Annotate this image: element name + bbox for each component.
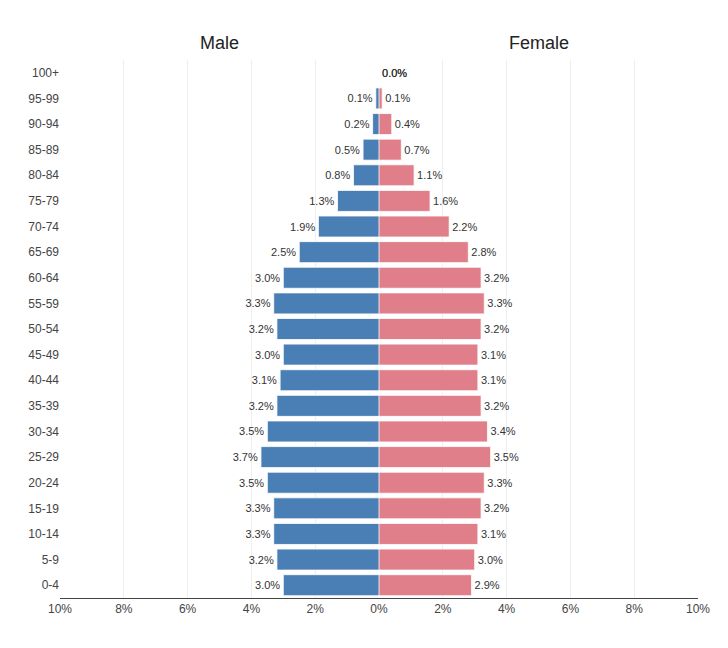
svg-text:0.0%: 0.0%	[382, 67, 407, 79]
svg-text:8%: 8%	[115, 602, 133, 616]
svg-text:1.1%: 1.1%	[417, 169, 442, 181]
svg-text:0.5%: 0.5%	[335, 144, 360, 156]
svg-text:3.4%: 3.4%	[490, 425, 515, 437]
svg-text:3.2%: 3.2%	[484, 323, 509, 335]
svg-text:3.0%: 3.0%	[478, 554, 503, 566]
svg-text:3.1%: 3.1%	[481, 374, 506, 386]
svg-text:6%: 6%	[562, 602, 580, 616]
svg-text:0.2%: 0.2%	[344, 118, 369, 130]
svg-text:2.8%: 2.8%	[471, 246, 496, 258]
svg-text:3.2%: 3.2%	[484, 502, 509, 514]
svg-text:10%: 10%	[48, 602, 72, 616]
svg-text:3.2%: 3.2%	[484, 400, 509, 412]
svg-text:0.4%: 0.4%	[395, 118, 420, 130]
svg-text:3.1%: 3.1%	[481, 349, 506, 361]
svg-text:2%: 2%	[307, 602, 325, 616]
svg-text:0.8%: 0.8%	[325, 169, 350, 181]
svg-text:1.6%: 1.6%	[433, 195, 458, 207]
svg-text:5-9: 5-9	[42, 553, 60, 567]
svg-text:60-64: 60-64	[28, 271, 59, 285]
svg-text:45-49: 45-49	[28, 348, 59, 362]
svg-text:25-29: 25-29	[28, 450, 59, 464]
svg-text:70-74: 70-74	[28, 220, 59, 234]
svg-text:80-84: 80-84	[28, 168, 59, 182]
svg-text:15-19: 15-19	[28, 502, 59, 516]
svg-text:8%: 8%	[626, 602, 644, 616]
svg-text:3.3%: 3.3%	[487, 477, 512, 489]
svg-text:55-59: 55-59	[28, 297, 59, 311]
svg-text:3.0%: 3.0%	[255, 579, 280, 591]
svg-text:3.1%: 3.1%	[481, 528, 506, 540]
svg-text:6%: 6%	[179, 602, 197, 616]
svg-text:1.3%: 1.3%	[309, 195, 334, 207]
svg-text:3.2%: 3.2%	[484, 272, 509, 284]
svg-text:0.1%: 0.1%	[348, 92, 373, 104]
svg-text:0.0%: 0.0%	[382, 67, 407, 79]
svg-text:3.5%: 3.5%	[494, 451, 519, 463]
svg-text:65-69: 65-69	[28, 245, 59, 259]
svg-text:35-39: 35-39	[28, 399, 59, 413]
svg-text:2.2%: 2.2%	[452, 221, 477, 233]
svg-text:0%: 0%	[370, 602, 388, 616]
svg-text:95-99: 95-99	[28, 92, 59, 106]
svg-text:2%: 2%	[434, 602, 452, 616]
svg-text:3.2%: 3.2%	[249, 554, 274, 566]
svg-text:90-94: 90-94	[28, 117, 59, 131]
svg-text:3.3%: 3.3%	[245, 297, 270, 309]
svg-text:3.2%: 3.2%	[249, 323, 274, 335]
svg-text:3.5%: 3.5%	[239, 425, 264, 437]
svg-text:30-34: 30-34	[28, 425, 59, 439]
svg-text:20-24: 20-24	[28, 476, 59, 490]
svg-text:Male: Male	[200, 33, 239, 53]
svg-text:3.3%: 3.3%	[487, 297, 512, 309]
svg-text:10-14: 10-14	[28, 527, 59, 541]
svg-text:75-79: 75-79	[28, 194, 59, 208]
svg-text:Female: Female	[509, 33, 569, 53]
svg-text:40-44: 40-44	[28, 373, 59, 387]
svg-text:4%: 4%	[243, 602, 261, 616]
svg-text:3.3%: 3.3%	[245, 502, 270, 514]
svg-text:0.1%: 0.1%	[385, 92, 410, 104]
svg-text:3.3%: 3.3%	[245, 528, 270, 540]
svg-text:50-54: 50-54	[28, 322, 59, 336]
svg-text:0.7%: 0.7%	[404, 144, 429, 156]
svg-text:3.2%: 3.2%	[249, 400, 274, 412]
svg-text:100+: 100+	[32, 66, 59, 80]
svg-text:0-4: 0-4	[42, 578, 60, 592]
svg-text:3.0%: 3.0%	[255, 349, 280, 361]
svg-text:10%: 10%	[686, 602, 710, 616]
svg-text:3.5%: 3.5%	[239, 477, 264, 489]
svg-text:3.1%: 3.1%	[252, 374, 277, 386]
svg-text:3.0%: 3.0%	[255, 272, 280, 284]
svg-text:85-89: 85-89	[28, 143, 59, 157]
svg-text:3.7%: 3.7%	[233, 451, 258, 463]
svg-text:1.9%: 1.9%	[290, 221, 315, 233]
svg-text:2.9%: 2.9%	[475, 579, 500, 591]
svg-text:4%: 4%	[498, 602, 516, 616]
svg-text:2.5%: 2.5%	[271, 246, 296, 258]
